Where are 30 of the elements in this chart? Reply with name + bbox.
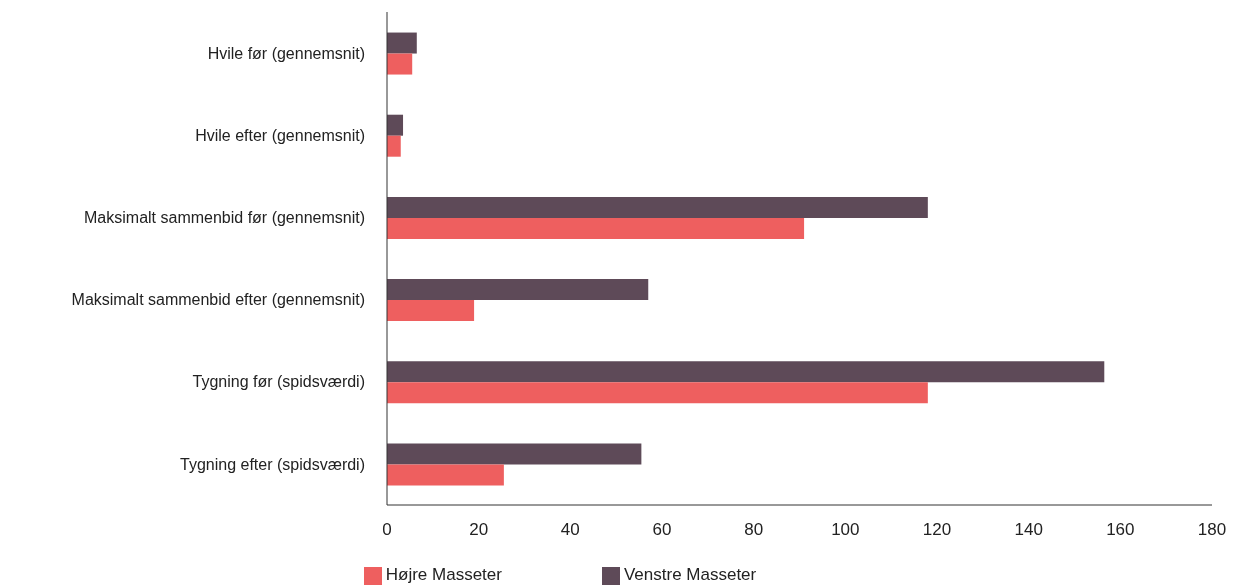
- bar: [387, 300, 475, 322]
- bar: [387, 464, 504, 486]
- y-tick-label: Tygning før (spidsværdi): [192, 373, 365, 391]
- y-tick-label: Hvile efter (gennemsnit): [195, 126, 365, 144]
- x-tick-label: 60: [652, 520, 672, 540]
- x-tick-label: 0: [382, 520, 392, 540]
- legend-label: Venstre Masseter: [623, 565, 757, 584]
- bar: [387, 32, 417, 54]
- bar: [387, 361, 1105, 383]
- bar: [387, 53, 413, 75]
- x-tick-label: 20: [469, 520, 489, 540]
- bar: [387, 196, 928, 218]
- y-tick-label: Maksimalt sammenbid efter (gennemsnit): [71, 291, 365, 309]
- y-tick-label: Maksimalt sammenbid før (gennemsnit): [84, 209, 365, 227]
- x-tick-label: 40: [560, 520, 580, 540]
- legend-label: Højre Masseter: [385, 565, 502, 584]
- bar: [387, 217, 805, 239]
- x-tick-label: 180: [1197, 520, 1227, 540]
- bar: [387, 382, 928, 404]
- x-tick-label: 140: [1014, 520, 1043, 540]
- x-tick-label: 80: [744, 520, 764, 540]
- x-tick-label: 160: [1106, 520, 1135, 540]
- y-tick-label: Tygning efter (spidsværdi): [180, 455, 365, 473]
- x-tick-label: 100: [831, 520, 860, 540]
- bar: [387, 114, 404, 136]
- bar: [387, 135, 401, 157]
- bar: [387, 443, 642, 465]
- bar: [387, 279, 649, 301]
- y-tick-label: Hvile før (gennemsnit): [207, 44, 365, 62]
- x-tick-label: 120: [922, 520, 952, 540]
